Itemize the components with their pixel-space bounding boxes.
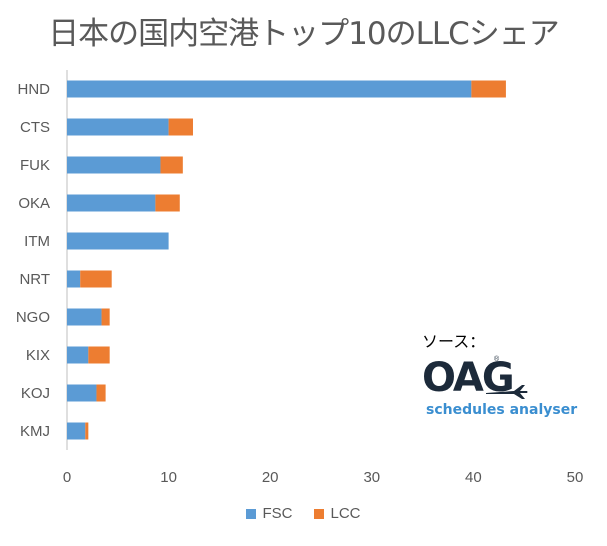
bar-hnd-fsc <box>67 80 472 98</box>
y-tick-label-nrt: NRT <box>19 271 50 288</box>
source-attribution: ソース： OAG ® schedules analyser <box>422 328 597 418</box>
y-tick-label-kmj: KMJ <box>20 423 50 440</box>
legend-item-fsc: FSC <box>246 505 292 522</box>
x-tick-label-10: 10 <box>160 469 177 486</box>
bar-chart: HND CTS FUK OKA ITM NRT NGO KIX KOJ KMJ 0 10 20 30 40… <box>16 70 584 486</box>
y-tick-label-cts: CTS <box>20 119 50 136</box>
y-tick-label-kix: KIX <box>26 347 50 364</box>
bar-kmj-fsc <box>67 422 86 440</box>
y-tick-label-fuk: FUK <box>20 157 50 174</box>
bar-kmj-lcc <box>85 422 89 440</box>
bar-ngo-lcc <box>101 308 110 326</box>
x-tick-label-20: 20 <box>262 469 279 486</box>
x-tick-label-40: 40 <box>465 469 482 486</box>
registered-mark: ® <box>494 356 500 363</box>
legend-label-fsc: FSC <box>262 505 293 522</box>
bar-fuk-fsc <box>67 156 161 174</box>
bar-oka-lcc <box>155 194 180 212</box>
bar-cts-fsc <box>67 118 169 136</box>
x-tick-label-50: 50 <box>567 469 584 486</box>
bar-fuk-lcc <box>160 156 183 174</box>
legend-item-lcc: LCC <box>314 505 361 522</box>
bar-kix-lcc <box>88 346 110 364</box>
airplane-icon <box>486 385 528 399</box>
y-tick-label-oka: OKA <box>18 195 50 212</box>
bar-oka-fsc <box>67 194 156 212</box>
chart-title: 日本の国内空港トップ10のLLCシェア <box>48 16 560 52</box>
bar-koj-lcc <box>96 384 106 402</box>
legend-swatch-fsc <box>246 508 257 519</box>
bar-koj-fsc <box>67 384 97 402</box>
x-tick-label-30: 30 <box>363 469 380 486</box>
legend-label-lcc: LCC <box>330 505 361 522</box>
legend: FSC LCC <box>0 505 607 522</box>
y-tick-label-koj: KOJ <box>21 385 50 402</box>
oag-logo: OAG ® <box>422 354 597 402</box>
bar-nrt-fsc <box>67 270 81 288</box>
bar-kix-fsc <box>67 346 89 364</box>
oag-logo-subtext: schedules analyser <box>426 402 578 418</box>
bar-hnd-lcc <box>471 80 506 98</box>
x-tick-label-0: 0 <box>63 469 71 486</box>
source-label: ソース： <box>422 332 486 351</box>
bar-ngo-fsc <box>67 308 102 326</box>
y-tick-label-hnd: HND <box>18 81 51 98</box>
bar-nrt-lcc <box>80 270 112 288</box>
y-tick-label-itm: ITM <box>24 233 50 250</box>
y-tick-label-ngo: NGO <box>16 309 50 326</box>
bar-itm-fsc <box>67 232 169 250</box>
bar-cts-lcc <box>168 118 193 136</box>
legend-swatch-lcc <box>314 508 325 519</box>
